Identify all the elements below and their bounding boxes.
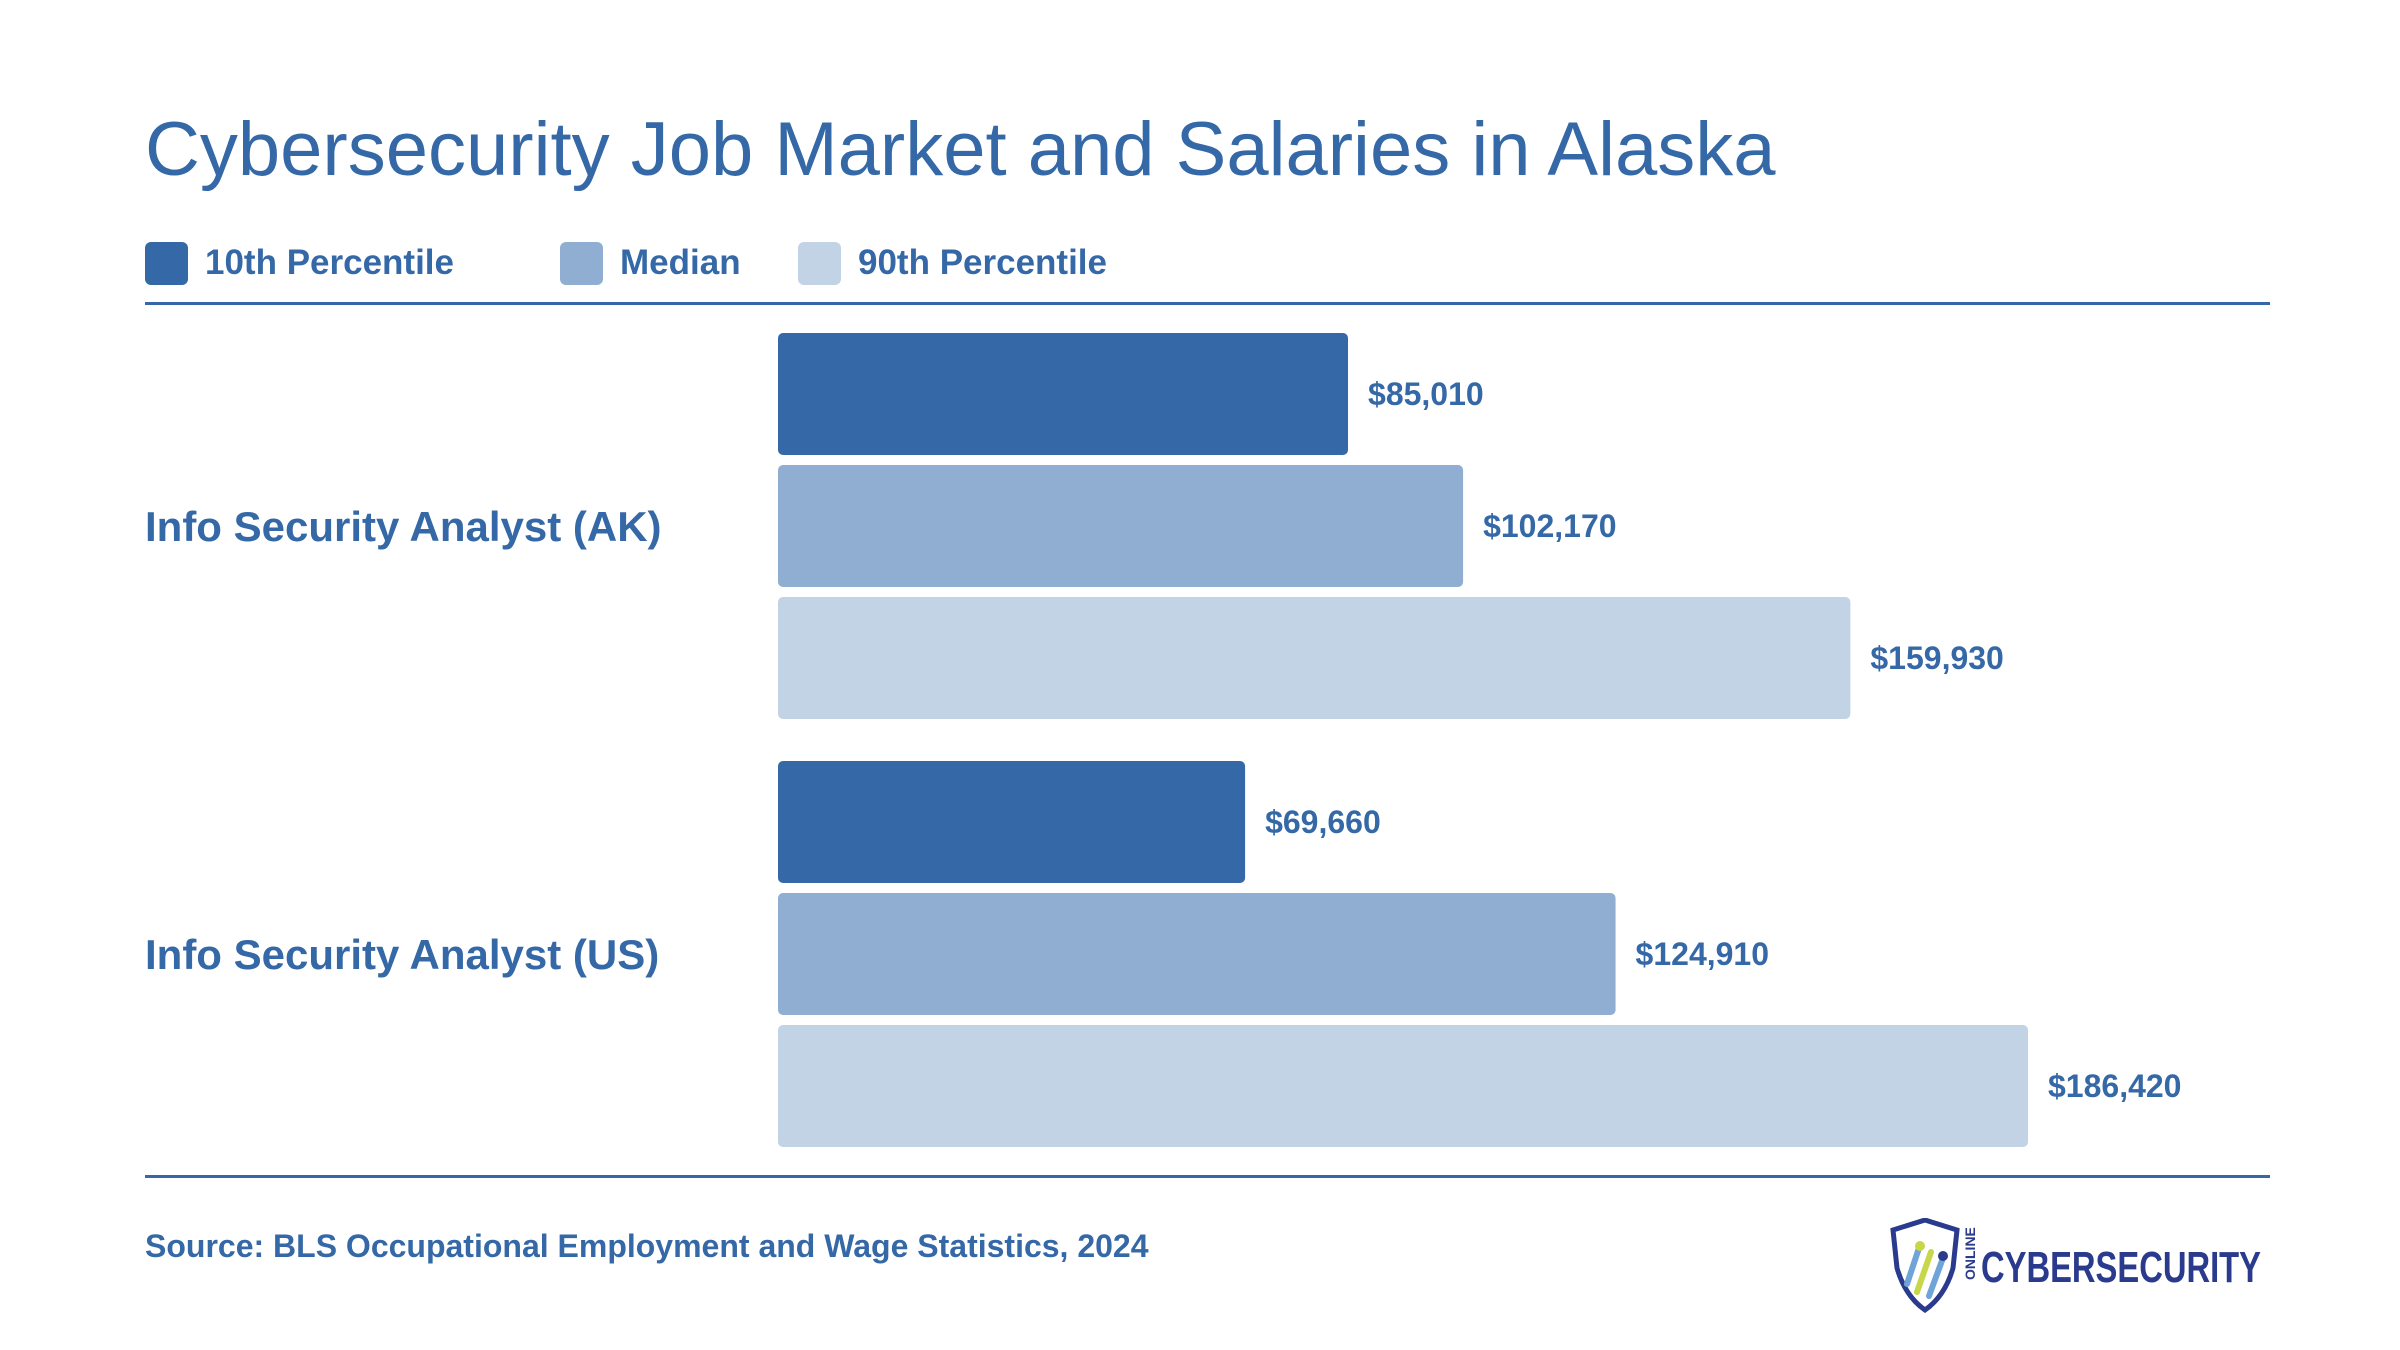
shield-icon — [1890, 1218, 1960, 1313]
legend-label-90th-percentile: 90th Percentile — [858, 243, 1107, 282]
data-label-ak-median: $102,170 — [1483, 508, 1616, 544]
category-label-us: Info Security Analyst (US) — [145, 931, 660, 978]
data-label-ak-90th-percentile: $159,930 — [1870, 640, 2003, 676]
legend-swatch-90th-percentile — [798, 241, 841, 285]
bar-us-90th-percentile — [778, 1025, 2028, 1147]
bar-ak-90th-percentile — [778, 597, 1851, 719]
legend-swatch-10th-percentile — [145, 241, 188, 285]
category-label-ak: Info Security Analyst (AK) — [145, 503, 662, 550]
data-label-us-90th-percentile: $186,420 — [2048, 1068, 2181, 1104]
bar-ak-10th-percentile — [778, 333, 1349, 455]
bar-us-median — [778, 893, 1616, 1015]
data-label-ak-10th-percentile: $85,010 — [1368, 376, 1484, 412]
legend-label-10th-percentile: 10th Percentile — [205, 243, 454, 282]
bar-us-10th-percentile — [778, 761, 1246, 883]
logo-small-text: ONLINE — [1962, 1227, 1978, 1280]
legend-item-10th-percentile: 10th Percentile — [145, 240, 454, 286]
bottom-divider — [145, 1175, 2270, 1178]
legend-label-median: Median — [620, 243, 741, 282]
source-note: Source: BLS Occupational Employment and … — [145, 1228, 1149, 1264]
data-label-us-10th-percentile: $69,660 — [1265, 804, 1381, 840]
legend-swatch-median — [560, 241, 603, 285]
legend-item-median: Median — [560, 240, 741, 286]
chart-title: Cybersecurity Job Market and Salaries in… — [145, 107, 1776, 192]
cybersecurity-logo: ONLINE CYBERSECURITY — [1890, 1218, 2261, 1313]
data-label-us-median: $124,910 — [1636, 936, 1769, 972]
logo-brand-text: CYBERSECURITY — [1981, 1243, 2261, 1292]
bar-ak-median — [778, 465, 1464, 587]
top-divider — [145, 302, 2270, 305]
legend-item-90th-percentile: 90th Percentile — [798, 240, 1107, 286]
